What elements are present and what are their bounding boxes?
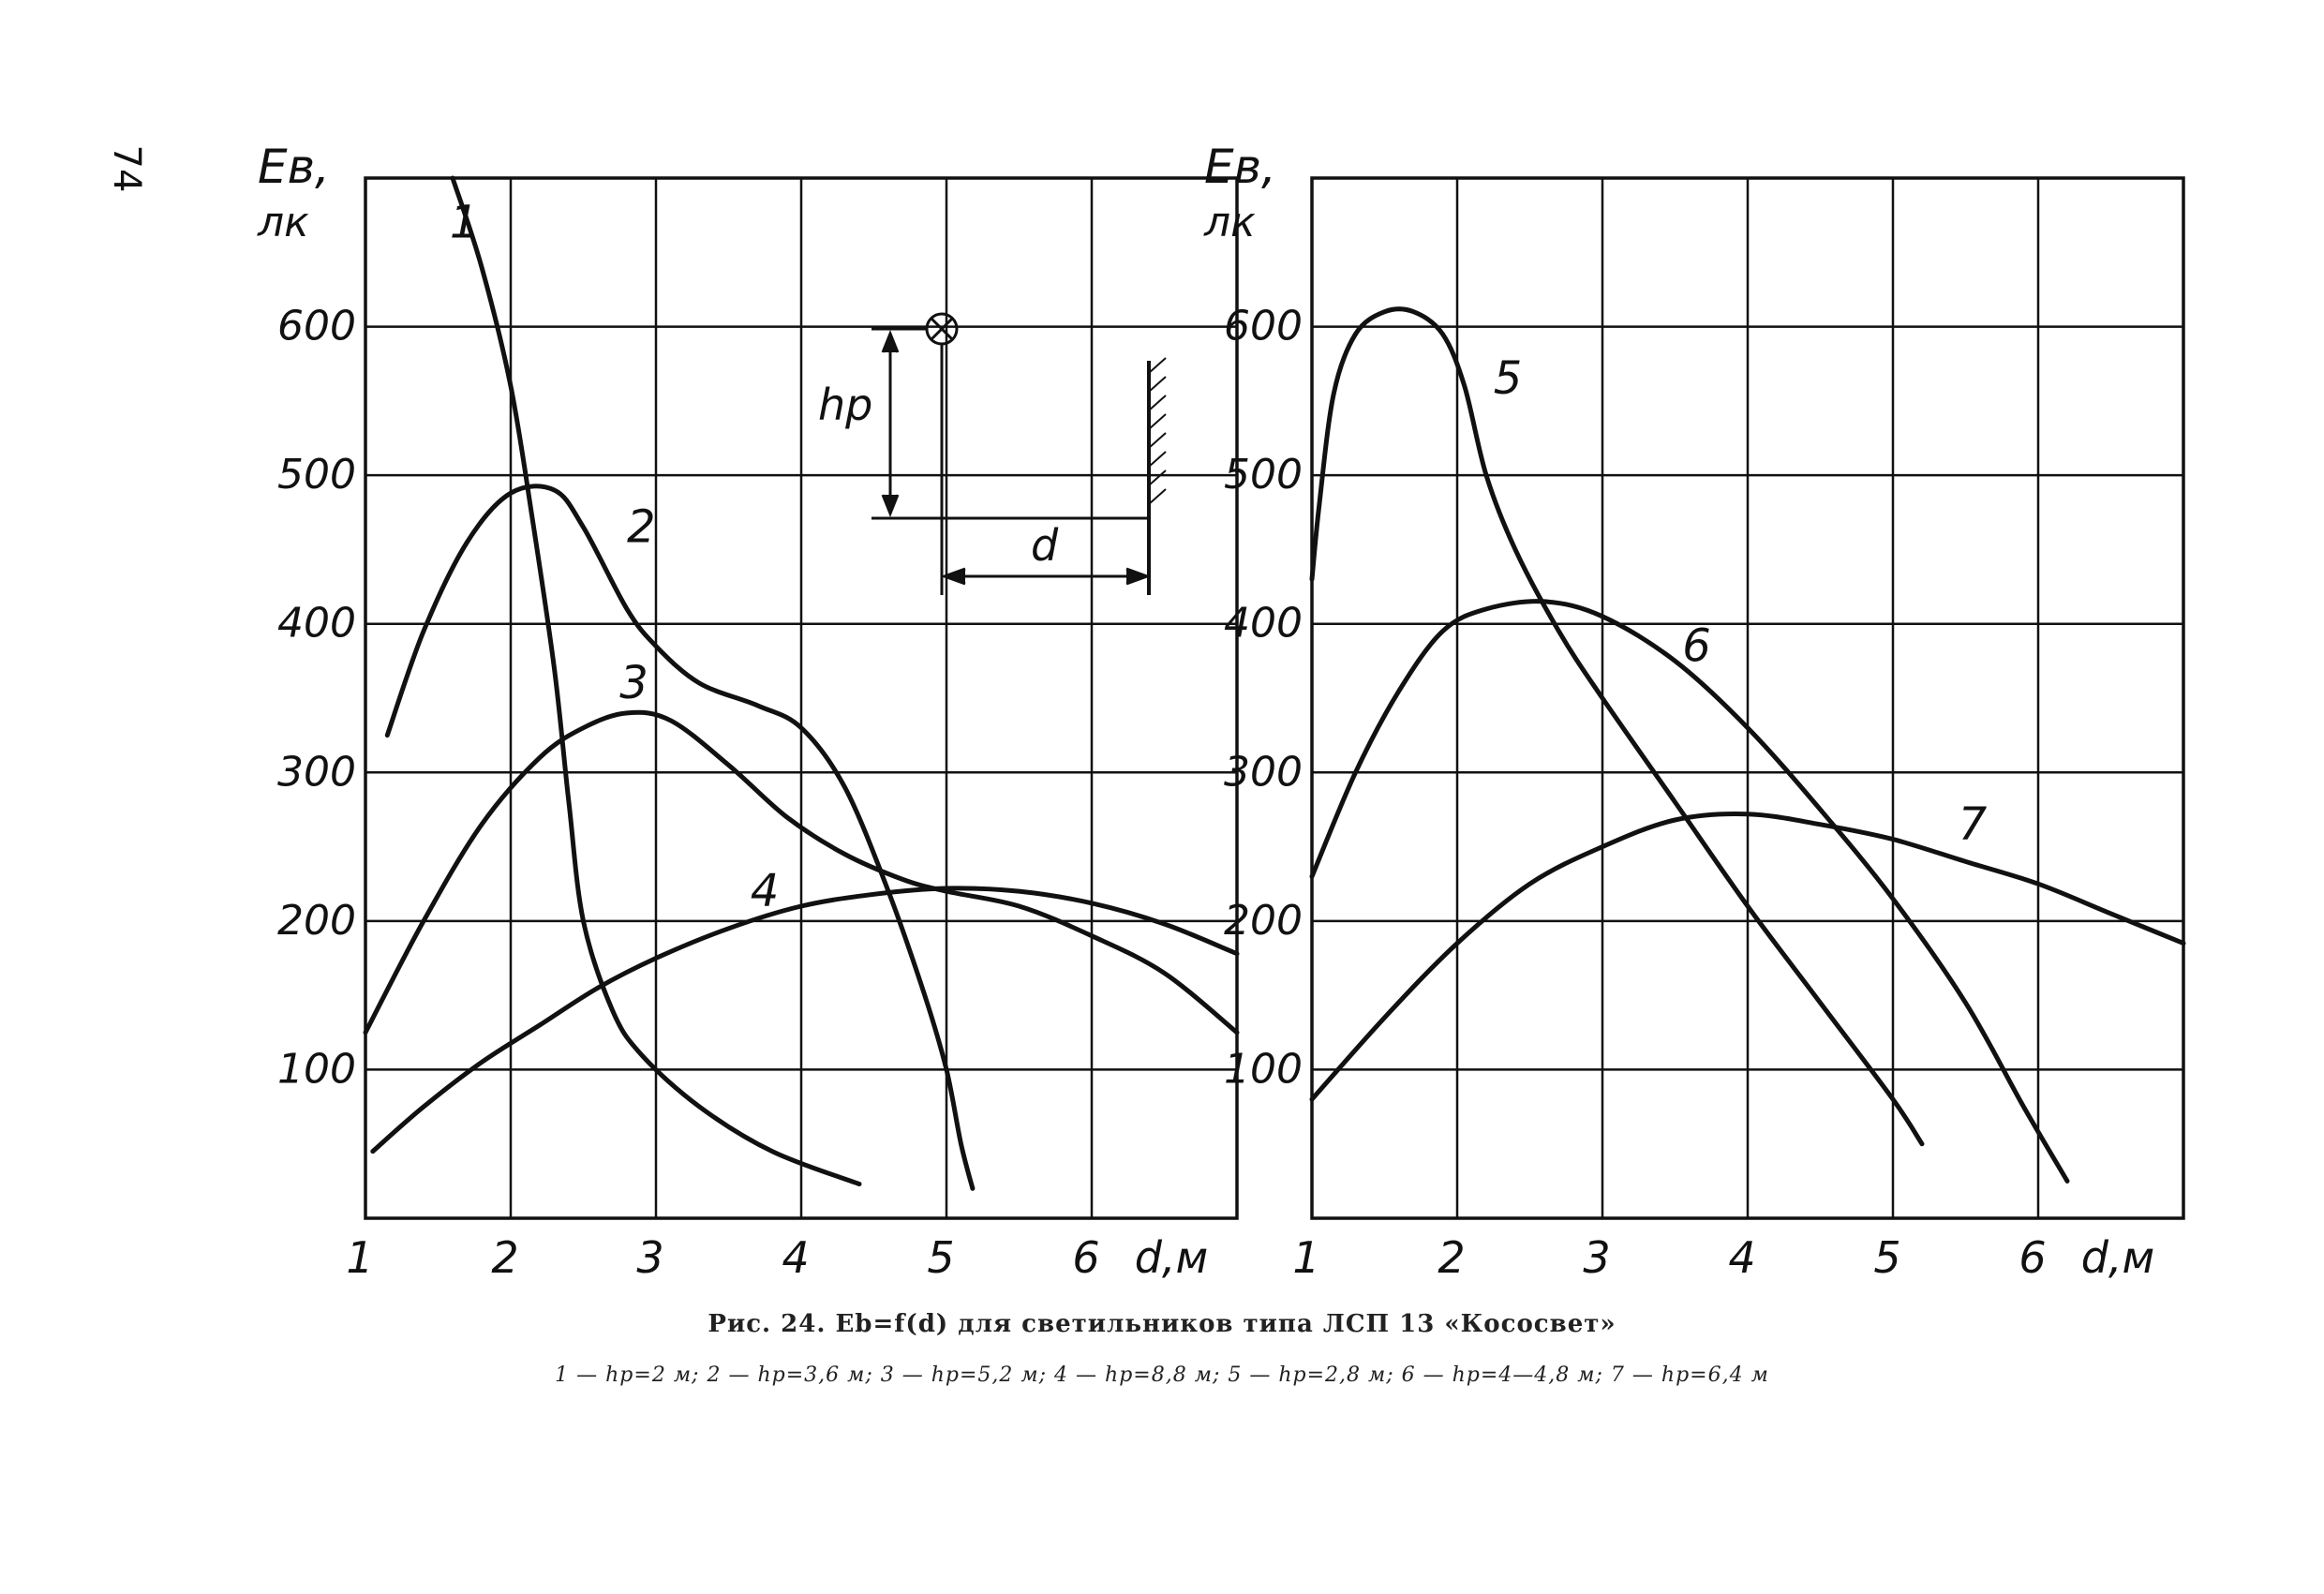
y-tick-label: 300: [277, 748, 356, 796]
series-label-2: 2: [627, 501, 656, 554]
x-tick-label: 6: [2019, 1232, 2046, 1283]
x-tick-label: 4: [782, 1232, 809, 1283]
y-tick-label: 600: [1224, 303, 1303, 350]
x-tick-label: 5: [1873, 1232, 1900, 1283]
x-axis-label: d,м: [2081, 1232, 2155, 1283]
series-label-6: 6: [1682, 619, 1711, 672]
distance-arrow-right: [1125, 567, 1152, 586]
height-arrow-up: [881, 329, 900, 353]
inset-distance-label: d: [1031, 520, 1059, 571]
chart-left: 1 2 3 4 5 6 d,м 100 200 300 400 500 600 Eв, лк 1 2 3 4: [257, 140, 1240, 1283]
y-tick-label: 200: [1224, 897, 1303, 945]
y-tick-label: 500: [277, 451, 356, 499]
inset-height-label: hp: [818, 380, 872, 430]
x-tick-label: 4: [1728, 1232, 1755, 1283]
x-tick-label: 5: [927, 1232, 954, 1283]
x-tick-label: 3: [1583, 1232, 1610, 1283]
y-tick-label: 400: [277, 600, 356, 648]
caption-legend: 1 — hp=2 м; 2 — hp=3,6 м; 3 — hp=5,2 м; …: [555, 1363, 1769, 1387]
x-tick-label: 2: [491, 1232, 518, 1283]
series-label-7: 7: [1959, 798, 1988, 851]
y-axis-label-quantity: Eв,: [258, 140, 330, 194]
wall-hatching: [1148, 357, 1167, 505]
y-axis-label-unit: лк: [257, 199, 309, 246]
y-tick-label: 100: [1224, 1045, 1303, 1093]
caption-title: Рис. 24. Eb=f(d) для светильников типа Л…: [708, 1310, 1616, 1338]
series-line-4: [370, 886, 1240, 1155]
x-tick-label: 6: [1072, 1232, 1099, 1283]
series-line-6: [1309, 599, 2070, 1184]
distance-arrow-left: [940, 567, 966, 586]
y-axis-label-unit: лк: [1203, 199, 1256, 246]
series-line-2: [384, 484, 976, 1191]
plot-frame: [364, 176, 1239, 1220]
height-arrow-down: [881, 494, 900, 518]
x-tick-label: 1: [1292, 1232, 1319, 1283]
x-tick-label: 3: [636, 1232, 663, 1283]
series-label-1: 1: [450, 196, 479, 248]
series-line-5: [1309, 306, 1925, 1147]
series-line-1: [450, 175, 862, 1186]
inset-schematic: [872, 312, 1167, 595]
y-tick-label: 600: [277, 303, 356, 350]
y-tick-label: 100: [277, 1045, 356, 1093]
x-tick-label: 1: [346, 1232, 373, 1283]
series-label-3: 3: [619, 657, 648, 709]
series-line-7: [1309, 812, 2186, 1102]
y-tick-label: 200: [277, 897, 356, 945]
series-line-3: [363, 709, 1240, 1035]
series-label-5: 5: [1494, 352, 1523, 405]
x-tick-label: 2: [1438, 1232, 1465, 1283]
x-axis-label: d,м: [1135, 1232, 1209, 1283]
y-tick-label: 300: [1224, 748, 1303, 796]
chart-right: 1 2 3 4 5 6 d,м 100 200 300 400 500 600 Eв, лк 5 6 7: [1203, 140, 2186, 1283]
series-label-4: 4: [751, 865, 780, 917]
y-tick-label: 400: [1224, 600, 1303, 648]
luminaire-cross-b: [930, 317, 954, 341]
y-tick-label: 500: [1224, 451, 1303, 499]
y-axis-label-quantity: Eв,: [1204, 140, 1276, 194]
plot-frame: [1310, 176, 2185, 1220]
